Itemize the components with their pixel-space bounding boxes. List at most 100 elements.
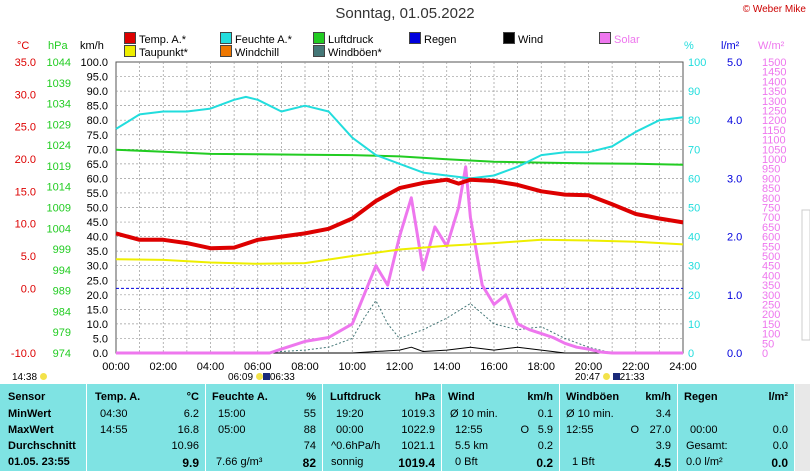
solar-tick-label: 750 [762,203,780,215]
legend-wind: Wind [503,32,543,46]
stats-unit: km/h [645,391,671,403]
solar-tick-label: 850 [762,183,780,195]
stats-scrollbar[interactable] [795,384,810,471]
solar-tick-label: 600 [762,232,780,244]
humidity-tick-label: 100 [688,57,706,69]
wind-tick-label: 10.0 [87,319,108,331]
solar-tick-label: 300 [762,290,780,302]
stats-note: 5.5 km [455,440,489,452]
humidity-tick-label: 60 [688,173,700,185]
pressure-tick-label: 1039 [47,78,71,90]
stats-value: 0.1 [537,408,553,420]
solar-tick-label: 1000 [762,154,786,166]
x-tick-label: 20:00 [575,361,603,373]
legend-rain: Regen [409,32,456,46]
pressure-tick-label: 1044 [47,57,71,69]
sunset-icon [602,373,610,380]
stats-value: 1022.9 [401,424,435,436]
temp-tick-label: 0.0 [21,283,36,295]
stats-header: Wind [448,391,475,403]
stats-unit: l/m² [768,391,788,403]
solar-tick-label: 350 [762,280,780,292]
wind-tick-label: 20.0 [87,290,108,302]
weather-chart: 35.0 30.0 25.0 20.0 15.0 10.0 5.0 0.0 -10.0 1044 1… [11,57,810,373]
solar-tick-label: 100 [762,329,780,341]
x-tick-label: 22:00 [622,361,650,373]
wind-tick-label: 30.0 [87,261,108,273]
stats-value: 1019.4 [398,456,435,470]
pressure-tick-label: 1004 [47,223,71,235]
solar-tick-label: 1150 [762,125,786,137]
stats-value: 55 [303,408,316,420]
stats-value: 10.96 [171,440,199,452]
stats-value: 82 [302,456,316,470]
unit-temp: °C [17,40,30,52]
stats-note: 1 Bft [572,456,595,468]
stats-time: 00:00 [336,424,364,436]
solar-tick-label: 150 [762,319,780,331]
stats-col-temp: Temp. A. °C 04:30 14:55 6.2 16.8 10.96 9… [87,384,206,471]
wind-tick-label: 80.0 [87,115,108,127]
stats-header: Luftdruck [330,391,381,403]
series-line-taupunkt [115,238,684,265]
humidity-tick-label: 80 [688,115,700,127]
stats-note: sonnig [331,456,364,468]
solar-tick-label: 450 [762,261,780,273]
stats-col-pressure: Luftdruck hPa 19:20 00:00 ^0.6hPa/h sonn… [323,384,442,471]
stats-table: Sensor MinWert MaxWert Durchschnitt 01.0… [0,384,810,471]
sun-icon [39,373,47,380]
stats-time: 04:30 [100,408,128,420]
wind-tick-label: 65.0 [87,159,108,171]
solar-tick-label: 650 [762,222,780,234]
moonrise-icon [262,373,270,380]
temp-tick-label: 5.0 [21,251,36,263]
pressure-tick-label: 979 [53,327,71,339]
solar-tick-label: 250 [762,300,780,312]
humidity-tick-label: 20 [688,290,700,302]
wind-tick-label: 5.0 [93,333,108,345]
pressure-tick-label: 999 [53,244,71,256]
legend-humidity: Feuchte A.* [220,32,292,46]
series-line-wind [116,346,683,354]
stats-col-gusts: Windböen km/h Ø 10 min. 12:55 1 Bft O 3.… [560,384,678,471]
humidity-tick-label: 40 [688,232,700,244]
rain-tick-label: 2.0 [727,232,742,244]
stats-note: ^0.6hPa/h [331,440,381,452]
pressure-tick-label: 1029 [47,119,71,131]
chart-title: Sonntag, 01.05.2022 [335,5,475,22]
stats-header: Sensor [8,391,46,403]
pressure-tick-label: 1019 [47,161,71,173]
solar-tick-label: 800 [762,193,780,205]
wind-tick-label: 45.0 [87,217,108,229]
stats-time: 05:00 [218,424,246,436]
stats-header: Windböen [566,391,620,403]
stats-direction: O [520,424,529,436]
temp-tick-label: 30.0 [15,89,36,101]
rain-tick-label: 3.0 [727,173,742,185]
rain-tick-label: 5.0 [727,57,742,69]
stats-value: 1019.3 [401,408,435,420]
stats-value: 16.8 [177,424,199,436]
stats-note: 0.0 l/m² [686,456,723,468]
stats-direction: O [630,424,639,436]
temp-tick-label: 25.0 [15,122,36,134]
current-time: 14:38 [12,372,47,383]
temp-tick-label: 20.0 [15,154,36,166]
stats-time: 19:20 [336,408,364,420]
legend-windchill: Windchill [220,45,279,59]
series-line-luftdruck [115,148,684,166]
wind-tick-label: 25.0 [87,275,108,287]
stats-time: 15:00 [218,408,246,420]
sunrise-icon [255,373,263,380]
pressure-tick-label: 974 [53,348,71,360]
series-line-temp-a [115,177,684,251]
solar-tick-label: 50 [762,338,774,350]
x-tick-label: 16:00 [480,361,508,373]
wind-tick-label: 100.0 [80,57,108,69]
stats-note: 7.66 g/m³ [216,456,263,468]
stats-time: 12:55 [455,424,483,436]
humidity-tick-label: 10 [688,319,700,331]
sunset-info: 20:47 21:33 [575,372,645,383]
stats-time: Ø 10 min. [450,408,498,420]
humidity-tick-label: 0 [688,348,694,360]
